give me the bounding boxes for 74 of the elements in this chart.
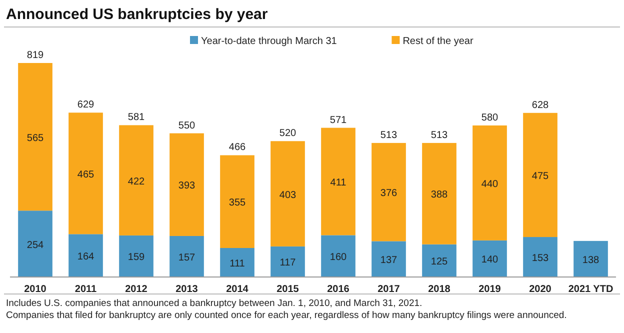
bar: [372, 241, 406, 277]
x-tick-label: 2020: [529, 284, 552, 295]
total-label: 629: [77, 100, 95, 111]
data-label: 111: [230, 258, 246, 270]
chart-title: Announced US bankruptcies by year: [6, 6, 268, 23]
total-label: 628: [532, 100, 550, 111]
total-label: 580: [481, 112, 499, 124]
data-label: 159: [128, 252, 146, 264]
data-label: 157: [178, 252, 196, 264]
bar: [422, 142, 456, 244]
data-label: 140: [481, 254, 499, 266]
data-label: 440: [481, 178, 499, 190]
data-label: 125: [430, 256, 448, 268]
bar: [472, 240, 507, 277]
bar: [18, 63, 52, 211]
bar: [422, 244, 456, 277]
total-label: 513: [380, 130, 398, 141]
bar: [472, 125, 507, 240]
x-tick-label: 2014: [226, 284, 249, 295]
bar: [321, 235, 356, 277]
data-label: 403: [279, 190, 297, 201]
x-tick-label: 2016: [327, 284, 350, 295]
data-label: 153: [532, 253, 550, 264]
bar: [574, 240, 608, 277]
bar: [170, 133, 204, 236]
bar: [220, 248, 254, 277]
total-label: 571: [330, 114, 348, 126]
data-label: 164: [77, 252, 95, 263]
data-label: 565: [26, 132, 44, 144]
text: Includes U.S. companies that announced a bankruptcy between Jan. 1, 2010, and March 31, 2021.: [6, 298, 422, 309]
bar: [119, 235, 154, 277]
data-label: 388: [430, 190, 448, 201]
data-label: 475: [532, 170, 550, 182]
data-label: 355: [228, 198, 246, 209]
data-label: 422: [128, 176, 146, 188]
total-label: 550: [178, 120, 196, 132]
bar: [372, 142, 406, 242]
x-tick-label: 2019: [478, 284, 502, 295]
total-label: 819: [26, 50, 44, 61]
bar: [523, 237, 558, 277]
data-label: 465: [77, 169, 95, 180]
data-label: 138: [582, 254, 600, 266]
x-tick-label: 2010: [24, 284, 47, 295]
data-label: 254: [26, 240, 44, 251]
bar: [119, 125, 154, 236]
x-tick-label: 2015: [276, 284, 300, 295]
total-label: 466: [228, 142, 246, 154]
bar: [220, 155, 254, 248]
total-label: 581: [128, 112, 146, 124]
legend-label: Rest of the year: [402, 36, 474, 47]
bar: [68, 112, 103, 234]
data-label: 411: [330, 177, 347, 188]
bar: [523, 112, 558, 238]
bar: [321, 128, 356, 236]
x-tick-label: 2013: [176, 284, 198, 295]
data-label: 376: [380, 188, 398, 200]
total-label: 513: [430, 130, 448, 141]
x-tick-label: 2011: [74, 284, 98, 295]
x-tick-label: 2012: [125, 284, 148, 295]
bar: [270, 246, 305, 277]
bar: [170, 236, 204, 277]
bar: [270, 141, 305, 246]
bar: [18, 210, 52, 277]
text: Companies that filed for bankruptcy are only counted once for each year, regardless of how many bankruptcy filings were announced.: [6, 310, 567, 321]
x-tick-label: 2021 YTD: [568, 284, 614, 295]
x-tick-label: 2017: [378, 284, 400, 295]
data-label: 117: [280, 258, 296, 269]
x-tick-label: 2018: [428, 284, 451, 295]
bar: [68, 234, 103, 277]
legend-label: Year-to-date through March 31: [201, 36, 338, 47]
total-label: 520: [279, 128, 297, 140]
data-label: 160: [330, 252, 348, 264]
data-label: 393: [178, 180, 196, 192]
data-label: 137: [380, 255, 398, 266]
